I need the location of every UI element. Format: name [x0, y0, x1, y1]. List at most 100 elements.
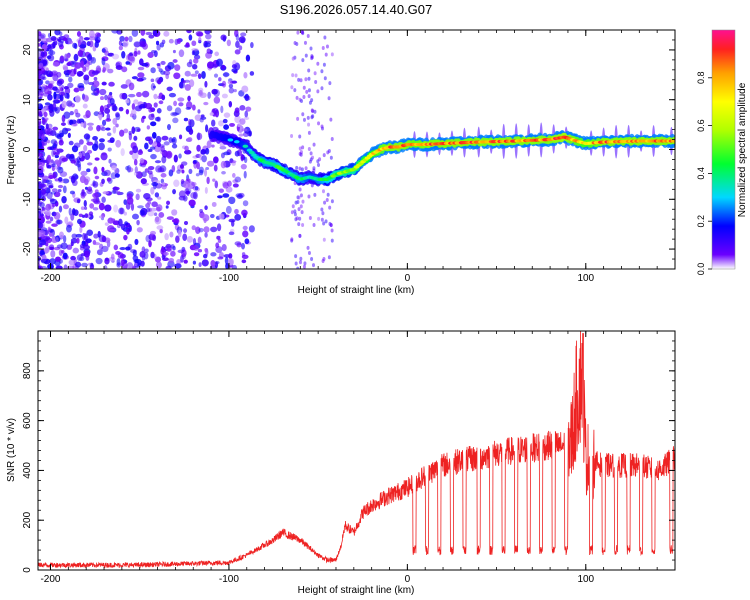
noise-blob	[50, 198, 58, 205]
noise-blob	[184, 70, 191, 77]
noise-blob	[234, 150, 240, 157]
noise-blob	[191, 50, 195, 56]
noise-blob	[310, 256, 314, 261]
noise-blob	[42, 118, 48, 123]
noise-blob	[66, 62, 72, 67]
noise-blob	[197, 73, 202, 80]
noise-blob	[310, 108, 314, 113]
noise-blob	[135, 193, 140, 201]
noise-blob	[221, 170, 226, 175]
noise-blob	[151, 142, 157, 148]
noise-blob	[241, 252, 246, 257]
y-tick-label: 800	[22, 362, 33, 379]
noise-blob	[166, 86, 173, 92]
noise-blob	[166, 216, 174, 220]
noise-blob	[299, 78, 303, 83]
noise-blob	[154, 116, 161, 122]
noise-blob	[77, 218, 82, 225]
noise-blob	[299, 152, 303, 157]
noise-blob	[53, 71, 57, 77]
noise-blob	[321, 211, 325, 216]
noise-blob	[243, 131, 249, 138]
noise-blob	[59, 95, 63, 101]
noise-blob	[175, 235, 180, 243]
noise-blob	[133, 171, 138, 176]
noise-blob	[222, 72, 230, 77]
noise-blob	[298, 187, 302, 192]
noise-blob	[129, 56, 135, 62]
noise-blob	[51, 223, 58, 227]
noise-blob	[51, 188, 58, 192]
noise-blob	[326, 192, 330, 197]
noise-blob	[38, 62, 44, 68]
noise-blob	[131, 30, 139, 37]
noise-blob	[195, 226, 201, 235]
noise-blob	[234, 213, 242, 221]
noise-blob	[197, 236, 202, 244]
noise-blob	[125, 61, 130, 65]
noise-blob	[226, 39, 232, 47]
noise-blob	[44, 102, 51, 106]
noise-blob	[40, 188, 47, 195]
noise-blob	[39, 250, 45, 256]
noise-blob	[181, 169, 185, 174]
noise-blob	[234, 208, 239, 215]
noise-blob	[147, 165, 155, 171]
noise-blob	[58, 139, 64, 146]
noise-blob	[296, 266, 300, 269]
noise-blob	[45, 210, 51, 216]
noise-blob	[306, 245, 310, 250]
noise-blob	[94, 157, 100, 161]
noise-blob	[145, 197, 153, 202]
noise-blob	[238, 133, 244, 137]
noise-blob	[172, 49, 176, 54]
noise-blob	[38, 42, 42, 47]
noise-blob	[311, 263, 315, 268]
noise-blob	[320, 207, 324, 212]
noise-blob	[126, 165, 132, 173]
noise-blob	[180, 254, 184, 263]
noise-blob	[57, 219, 61, 225]
noise-blob	[120, 84, 128, 89]
noise-blob	[77, 49, 84, 57]
noise-blob	[316, 89, 320, 94]
noise-blob	[150, 153, 157, 160]
noise-blob	[191, 40, 197, 47]
noise-blob	[222, 193, 230, 198]
noise-blob	[171, 209, 178, 216]
noise-blob	[154, 216, 160, 223]
noise-blob	[199, 208, 203, 213]
noise-blob	[303, 261, 307, 266]
noise-blob	[45, 80, 50, 85]
noise-blob	[320, 217, 324, 222]
noise-blob	[48, 184, 54, 189]
noise-blob	[307, 250, 311, 255]
noise-blob	[139, 251, 146, 258]
noise-blob	[100, 152, 108, 161]
noise-blob	[38, 124, 41, 130]
noise-blob	[177, 249, 185, 254]
noise-blob	[320, 69, 324, 74]
noise-blob	[299, 193, 303, 198]
noise-blob	[137, 205, 144, 209]
chart-title: S196.2026.057.14.40.G07	[280, 2, 433, 17]
noise-blob	[241, 128, 248, 132]
noise-blob	[61, 100, 67, 109]
noise-blob	[131, 103, 136, 111]
noise-blob	[104, 257, 110, 265]
noise-blob	[166, 247, 172, 252]
noise-blob	[198, 87, 204, 94]
noise-blob	[40, 213, 45, 221]
noise-blob	[298, 146, 302, 151]
noise-blob	[201, 155, 207, 163]
noise-blob	[38, 131, 42, 139]
noise-blob	[161, 155, 167, 164]
noise-blob	[64, 92, 70, 99]
noise-blob	[323, 35, 327, 40]
noise-blob	[330, 52, 334, 57]
noise-blob	[212, 108, 219, 114]
noise-blob	[243, 72, 248, 79]
noise-blob	[199, 92, 207, 99]
noise-blob	[224, 256, 229, 265]
y-tick-label: 0	[22, 567, 33, 573]
